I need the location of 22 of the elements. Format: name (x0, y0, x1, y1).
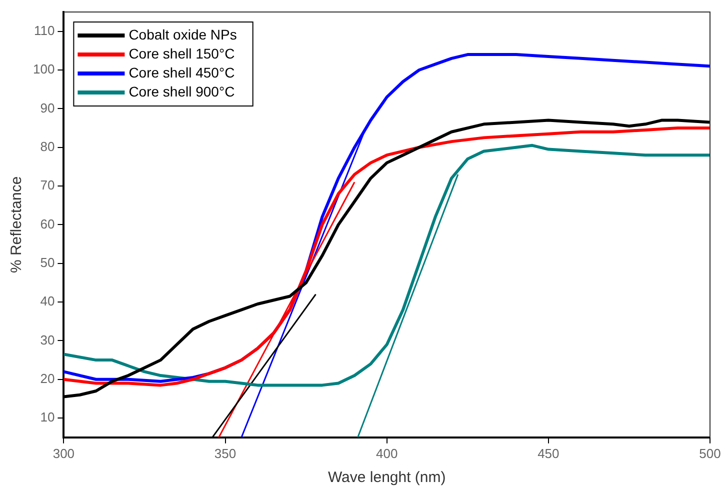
x-tick-label: 450 (538, 446, 560, 461)
y-tick-label: 20 (40, 370, 55, 386)
y-tick-label: 10 (40, 410, 55, 425)
x-axis-title: Wave lenght (nm) (328, 469, 446, 486)
x-tick-label: 400 (376, 446, 398, 461)
y-tick-label: 80 (40, 138, 55, 154)
y-axis-title: % Reflectance (8, 176, 26, 274)
x-tick-label: 500 (699, 446, 721, 461)
y-tick-label: 60 (40, 216, 55, 232)
y-tick-label: 40 (40, 294, 55, 309)
legend-label: Cobalt oxide NPs (128, 26, 237, 42)
y-tick-label: 30 (40, 332, 55, 348)
y-tick-label: 110 (34, 22, 55, 38)
x-tick-label: 350 (214, 446, 236, 461)
legend-label: Core shell 150°C (128, 45, 235, 62)
y-tick-label: 90 (40, 100, 55, 116)
y-tick-label: 70 (40, 178, 55, 193)
legend-label: Core shell 900°C (128, 83, 235, 100)
y-tick-label: 50 (40, 254, 55, 270)
x-tick-label: 300 (52, 446, 75, 461)
y-tick-label: 100 (32, 62, 55, 77)
legend-label: Core shell 450°C (128, 64, 235, 80)
